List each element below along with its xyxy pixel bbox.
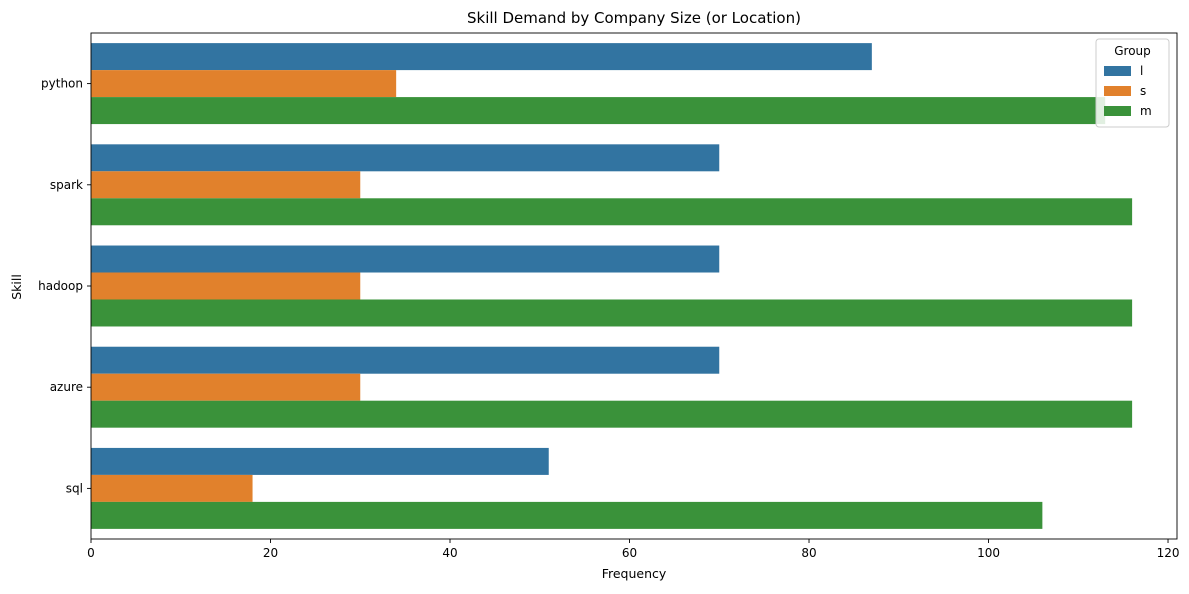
legend: Group lsm [1095, 38, 1170, 128]
y-axis: python spark hadoop azure sql [38, 77, 91, 495]
bar-l-python [91, 43, 872, 71]
category-label-hadoop: hadoop [38, 279, 83, 293]
bar-s-azure [91, 373, 361, 401]
bar-m-azure [91, 400, 1133, 428]
x-tick-label: 40 [442, 546, 457, 560]
category-label-azure: azure [50, 380, 83, 394]
legend-box [1095, 38, 1170, 128]
x-tick-label: 20 [263, 546, 278, 560]
bar-l-sql [91, 447, 549, 475]
bar-s-spark [91, 171, 361, 199]
bar-l-azure [91, 346, 720, 374]
legend-swatch-s [1104, 86, 1131, 96]
chart-title: Skill Demand by Company Size (or Locatio… [467, 9, 801, 27]
bar-m-python [91, 97, 1106, 125]
bar-m-hadoop [91, 299, 1133, 327]
x-tick-label: 100 [977, 546, 1000, 560]
category-label-sql: sql [66, 481, 83, 495]
legend-label-l: l [1140, 64, 1143, 78]
x-tick-label: 120 [1157, 546, 1180, 560]
legend-label-s: s [1140, 84, 1146, 98]
x-axis: 0 20 40 60 80 100 120 [87, 539, 1179, 560]
category-label-spark: spark [50, 178, 83, 192]
x-axis-label: Frequency [602, 566, 667, 581]
legend-swatch-l [1104, 66, 1131, 76]
legend-label-m: m [1140, 104, 1152, 118]
bar-s-hadoop [91, 272, 361, 300]
bar-m-sql [91, 501, 1043, 529]
bar-l-hadoop [91, 245, 720, 273]
legend-swatch-m [1104, 106, 1131, 116]
bar-s-python [91, 70, 397, 98]
x-tick-label: 80 [801, 546, 816, 560]
bar-l-spark [91, 144, 720, 172]
category-label-python: python [41, 77, 83, 91]
x-tick-label: 60 [622, 546, 637, 560]
plot-area [90, 32, 1178, 540]
bar-s-sql [91, 474, 253, 502]
x-tick-label: 0 [87, 546, 95, 560]
y-axis-label: Skill [9, 274, 24, 300]
legend-title: Group [1114, 44, 1151, 58]
bar-m-spark [91, 198, 1133, 226]
